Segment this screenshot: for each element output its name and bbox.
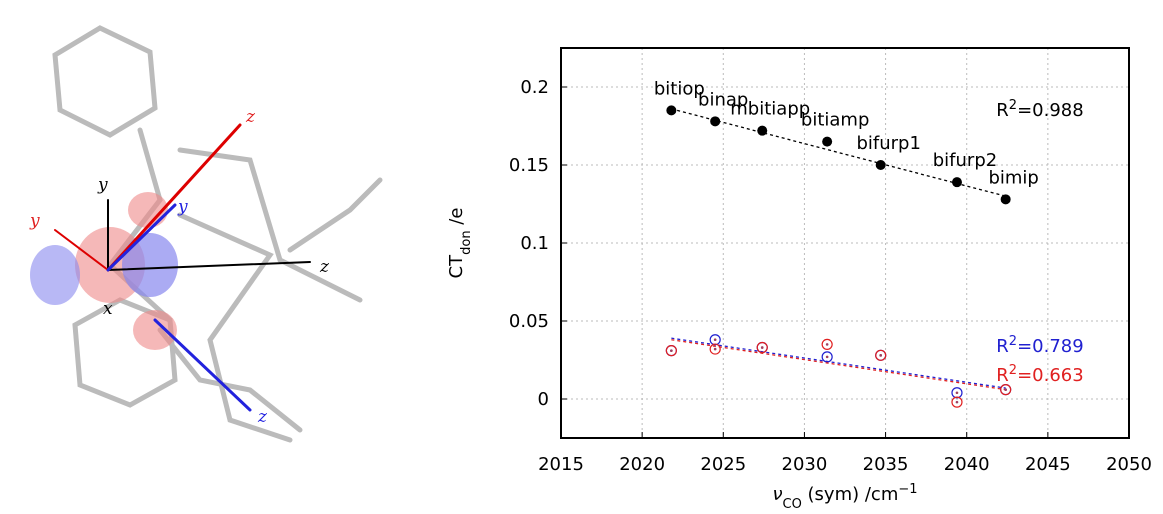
point-center	[670, 349, 673, 352]
point	[709, 334, 721, 346]
r2-rest: =0.789	[1017, 336, 1084, 357]
point-label: bimip	[988, 167, 1038, 188]
fit-line	[671, 339, 1006, 391]
ylabel: CTdon /e	[446, 208, 474, 279]
point	[756, 341, 768, 354]
orbital	[122, 233, 178, 297]
x-tick-label: 2040	[944, 454, 990, 475]
point	[875, 349, 887, 361]
r2-sup: 2	[1009, 98, 1017, 113]
point-label: bitiop	[654, 78, 705, 99]
bond	[287, 177, 383, 253]
point-label: mbitiapp	[730, 99, 810, 120]
point-center	[713, 347, 717, 351]
point-center	[955, 400, 959, 404]
axis-label: y	[29, 211, 40, 231]
plot-frame	[560, 47, 1130, 439]
orbital	[128, 192, 168, 228]
point-center	[1004, 388, 1007, 391]
point	[1000, 384, 1012, 396]
point-label: bitiamp	[801, 110, 869, 131]
ylabel-part: /e	[446, 208, 467, 231]
r2-base: R	[996, 100, 1009, 121]
y-tick-label: 0.05	[509, 311, 549, 332]
xlabel: νCO (sym) /cm−1	[772, 482, 917, 511]
point	[665, 345, 677, 357]
axis-label: y	[177, 197, 188, 217]
bond	[177, 212, 293, 443]
x-tick-label: 2025	[700, 454, 746, 475]
ylabel-part: CT	[446, 254, 467, 279]
y-tick-label: 0	[538, 389, 549, 410]
ring	[52, 25, 158, 138]
point	[875, 160, 886, 170]
axis-arrow	[107, 261, 311, 271]
r2-sup: 2	[1009, 363, 1017, 378]
chart: 2015 2020 2025 2030 2035 2040 2045 2050 0 0.05 0.1…	[446, 47, 1152, 512]
axis-label: y	[97, 175, 108, 195]
x-tick-label: 2015	[538, 454, 584, 475]
axis-label: x	[103, 299, 113, 319]
point-label: bifurp2	[933, 150, 997, 171]
point-center	[879, 354, 883, 357]
xlabel-part: −1	[898, 482, 917, 497]
r2-rest: =0.663	[1017, 365, 1084, 386]
x-tick-label: 2020	[619, 454, 665, 475]
axis-arrow	[106, 203, 177, 272]
xlabel-part: ν	[772, 484, 782, 505]
axis-label: z	[245, 107, 256, 127]
axis-arrow	[54, 229, 109, 271]
y-tick-label: 0.1	[520, 233, 549, 254]
x-tick-label: 2045	[1025, 454, 1071, 475]
point	[951, 177, 962, 188]
orbital	[133, 310, 177, 350]
r2-label: R2=0.988	[996, 98, 1083, 122]
r2-rest: =0.988	[1017, 100, 1084, 121]
bond	[177, 147, 363, 303]
x-tick-label: 2050	[1106, 454, 1152, 475]
point	[710, 116, 721, 127]
point-label: binap	[698, 89, 748, 110]
point-center	[955, 391, 959, 395]
r2-sup: 2	[1009, 334, 1017, 349]
axis-label: z	[319, 257, 330, 277]
xlabel-part: (sym) /cm	[802, 484, 899, 505]
r2-label: R2=0.789	[996, 334, 1083, 358]
x-tick-label: 2035	[863, 454, 909, 475]
axis-arrow	[153, 318, 252, 412]
point-center	[760, 346, 764, 349]
axis-arrow	[106, 123, 242, 272]
point	[951, 387, 963, 399]
r2-base: R	[996, 365, 1009, 386]
orbital	[30, 245, 80, 305]
xlabel-part: CO	[783, 497, 802, 511]
point-center	[825, 355, 829, 359]
point	[757, 125, 768, 136]
point	[1000, 194, 1011, 205]
ylabel-part: don	[459, 230, 474, 254]
y-tick-label: 0.15	[509, 155, 549, 176]
point	[822, 136, 833, 147]
point	[709, 343, 721, 355]
axis-label: z	[257, 407, 268, 427]
point	[666, 105, 677, 116]
r2-base: R	[996, 336, 1009, 357]
x-tick-label: 2030	[782, 454, 828, 475]
point-center	[825, 343, 829, 346]
point	[821, 338, 833, 350]
fit-line	[671, 337, 1006, 389]
point	[951, 396, 963, 408]
molecule: y y z y x z z	[29, 25, 383, 443]
y-tick-label: 0.2	[520, 77, 549, 98]
r2-label: R2=0.663	[996, 363, 1083, 387]
point-label: bifurp1	[856, 133, 920, 154]
point	[821, 351, 833, 363]
point-center	[713, 338, 717, 342]
